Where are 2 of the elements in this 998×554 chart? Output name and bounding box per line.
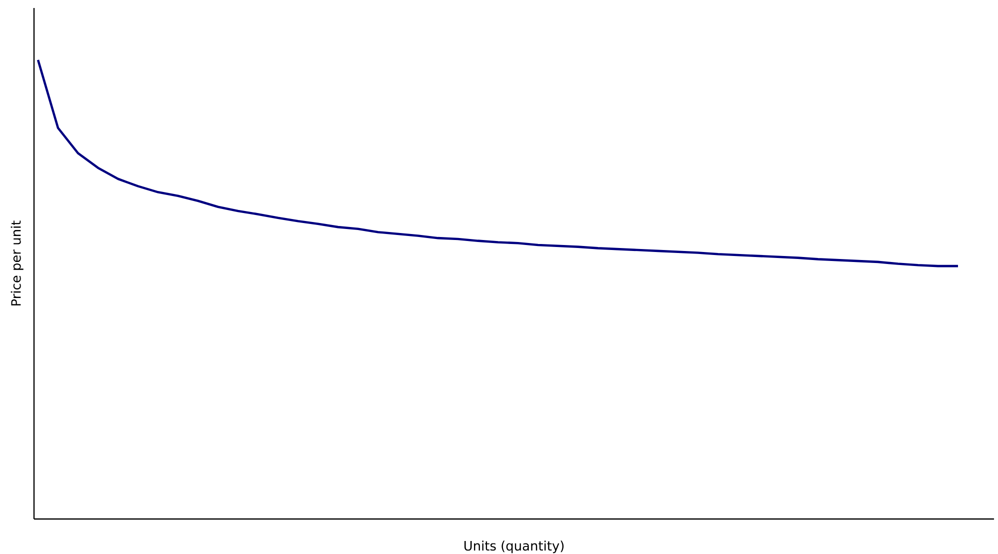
x-axis-title: Units (quantity) bbox=[464, 540, 564, 554]
y-axis-title: Price per unit bbox=[10, 220, 24, 306]
